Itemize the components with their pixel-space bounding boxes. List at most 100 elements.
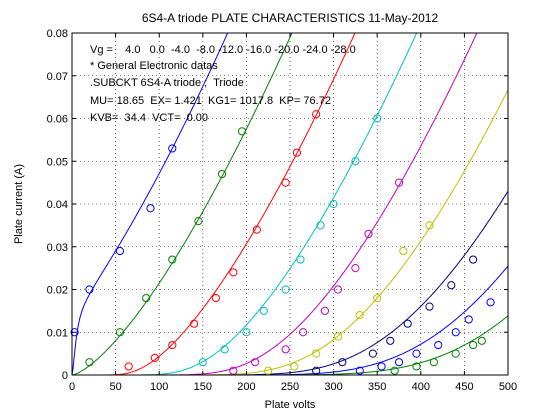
data-point-marker bbox=[486, 298, 495, 307]
data-point-marker bbox=[194, 217, 203, 226]
series-curve bbox=[72, 33, 418, 375]
series-curve bbox=[72, 33, 478, 375]
data-point-marker bbox=[477, 336, 486, 345]
y-tick-label: 0.08 bbox=[47, 28, 68, 40]
data-point-marker bbox=[115, 328, 125, 337]
data-point-marker bbox=[150, 353, 159, 362]
data-point-marker bbox=[229, 268, 238, 277]
data-point-marker bbox=[333, 285, 343, 294]
data-point-marker bbox=[364, 229, 373, 239]
data-point-marker bbox=[312, 110, 321, 119]
x-tick-label: 150 bbox=[194, 381, 212, 393]
data-point-marker bbox=[217, 169, 227, 179]
x-tick-label: 0 bbox=[69, 381, 75, 393]
data-point-marker bbox=[146, 204, 155, 213]
annotation-subckt: .SUBCKT 6S4-A triode ; Triode bbox=[90, 77, 244, 89]
data-point-marker bbox=[316, 221, 325, 230]
data-point-marker bbox=[451, 328, 460, 337]
data-point-marker bbox=[351, 264, 360, 273]
data-point-marker bbox=[368, 349, 377, 358]
data-point-marker bbox=[168, 255, 177, 264]
data-point-marker bbox=[469, 255, 478, 264]
y-axis-label: Plate current (A) bbox=[13, 164, 25, 244]
x-tick-label: 350 bbox=[368, 381, 386, 393]
data-point-marker bbox=[355, 311, 364, 320]
x-axis-label: Plate volts bbox=[265, 399, 316, 411]
data-point-marker bbox=[252, 225, 261, 234]
data-point-marker bbox=[425, 302, 434, 311]
data-point-marker bbox=[281, 345, 290, 354]
data-point-marker bbox=[85, 285, 94, 294]
y-tick-label: 0.01 bbox=[47, 327, 68, 339]
data-point-marker bbox=[338, 358, 347, 367]
data-markers bbox=[70, 110, 495, 375]
data-point-marker bbox=[312, 366, 321, 375]
data-point-marker bbox=[211, 293, 220, 303]
y-tick-label: 0.03 bbox=[47, 242, 68, 254]
data-point-marker bbox=[464, 315, 473, 324]
data-point-marker bbox=[412, 349, 421, 358]
x-tick-label: 250 bbox=[281, 381, 299, 393]
x-tick-label: 100 bbox=[150, 381, 168, 393]
data-point-marker bbox=[281, 285, 290, 294]
x-tick-label: 400 bbox=[412, 381, 430, 393]
grid bbox=[72, 33, 508, 375]
data-point-marker bbox=[394, 178, 404, 187]
data-point-marker bbox=[312, 349, 321, 358]
data-point-marker bbox=[469, 340, 478, 350]
annotation-params-2: KVB= 34.4 VCT= 0.00 bbox=[90, 112, 208, 124]
data-point-marker bbox=[229, 366, 238, 375]
data-point-marker bbox=[298, 328, 308, 337]
data-point-marker bbox=[373, 114, 382, 123]
y-tick-label: 0.07 bbox=[47, 71, 68, 83]
data-point-marker bbox=[189, 319, 199, 328]
data-point-marker bbox=[115, 246, 125, 256]
x-tick-label: 50 bbox=[109, 381, 121, 393]
data-point-marker bbox=[429, 358, 438, 367]
y-tick-label: 0 bbox=[62, 370, 68, 382]
data-point-marker bbox=[296, 255, 305, 264]
data-point-marker bbox=[85, 358, 94, 367]
data-point-marker bbox=[198, 358, 207, 367]
model-annotations: Vg = 4.0 0.0 -4.0 -8.0 -12.0 -16.0 -20.0… bbox=[90, 44, 356, 124]
data-point-marker bbox=[290, 362, 299, 371]
x-tick-label: 200 bbox=[237, 381, 255, 393]
data-point-marker bbox=[242, 328, 251, 337]
data-point-marker bbox=[320, 306, 329, 315]
data-point-marker bbox=[412, 362, 421, 371]
annotation-grid-voltages: Vg = 4.0 0.0 -4.0 -8.0 -12.0 -16.0 -20.0… bbox=[90, 44, 356, 56]
data-point-marker bbox=[434, 340, 443, 350]
data-point-marker bbox=[168, 144, 177, 153]
data-point-marker bbox=[220, 345, 229, 354]
data-point-marker bbox=[377, 362, 386, 371]
data-point-marker bbox=[386, 336, 395, 345]
data-point-marker bbox=[259, 306, 268, 315]
data-point-marker bbox=[292, 148, 302, 157]
data-point-marker bbox=[281, 178, 290, 187]
data-point-marker bbox=[333, 332, 343, 341]
data-point-marker bbox=[168, 340, 177, 350]
axis-ticks: 0 50 100 150 200 250 300 350 400 450 500 0 0.01 0.02 0… bbox=[47, 28, 518, 393]
data-point-marker bbox=[251, 358, 260, 367]
data-point-marker bbox=[237, 127, 247, 136]
data-point-marker bbox=[142, 293, 151, 303]
x-tick-label: 500 bbox=[499, 381, 517, 393]
y-tick-label: 0.06 bbox=[47, 114, 68, 126]
annotation-source: * General Electronic datas bbox=[90, 60, 218, 72]
data-point-marker bbox=[451, 349, 460, 358]
data-point-marker bbox=[399, 246, 408, 256]
data-point-marker bbox=[425, 221, 434, 230]
x-tick-label: 450 bbox=[455, 381, 473, 393]
data-point-marker bbox=[124, 362, 133, 371]
series-curve bbox=[72, 33, 356, 375]
chart-title: 6S4-A triode PLATE CHARACTERISTICS 11-Ma… bbox=[142, 11, 439, 25]
series-curve bbox=[72, 89, 508, 375]
data-point-marker bbox=[351, 157, 360, 166]
data-point-marker bbox=[403, 319, 412, 328]
y-tick-label: 0.05 bbox=[47, 156, 68, 168]
y-tick-label: 0.02 bbox=[47, 285, 68, 297]
data-point-marker bbox=[70, 328, 79, 337]
